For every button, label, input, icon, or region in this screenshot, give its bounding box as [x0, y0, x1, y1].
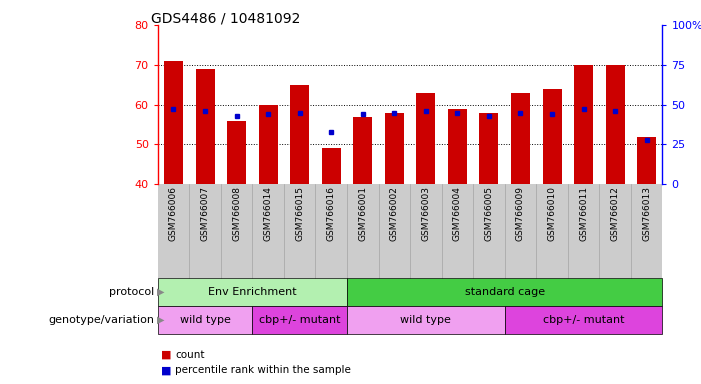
Text: GSM766009: GSM766009	[516, 186, 525, 241]
Bar	[322, 149, 341, 184]
Bar	[164, 61, 183, 184]
Bar	[479, 113, 498, 184]
Bar	[606, 65, 625, 184]
Text: ■: ■	[161, 365, 172, 375]
Text: ■: ■	[161, 350, 172, 360]
Text: GSM766016: GSM766016	[327, 186, 336, 241]
Text: GSM766011: GSM766011	[579, 186, 588, 241]
Bar	[290, 85, 309, 184]
Bar	[227, 121, 246, 184]
Text: count: count	[175, 350, 205, 360]
Text: cbp+/- mutant: cbp+/- mutant	[259, 315, 341, 325]
Text: GSM766005: GSM766005	[484, 186, 494, 241]
Bar	[543, 89, 562, 184]
Text: GSM766014: GSM766014	[264, 186, 273, 241]
Text: GSM766006: GSM766006	[169, 186, 178, 241]
Text: GSM766012: GSM766012	[611, 186, 620, 241]
Text: Env Enrichment: Env Enrichment	[208, 287, 297, 297]
Bar	[196, 69, 215, 184]
Text: GSM766007: GSM766007	[200, 186, 210, 241]
Bar	[511, 93, 530, 184]
Text: GSM766003: GSM766003	[421, 186, 430, 241]
Text: percentile rank within the sample: percentile rank within the sample	[175, 365, 351, 375]
Text: ▶: ▶	[157, 287, 165, 297]
Bar	[385, 113, 404, 184]
Text: cbp+/- mutant: cbp+/- mutant	[543, 315, 625, 325]
Text: genotype/variation: genotype/variation	[48, 315, 154, 325]
Text: ▶: ▶	[157, 315, 165, 325]
Bar	[574, 65, 593, 184]
Text: GSM766001: GSM766001	[358, 186, 367, 241]
Bar	[353, 117, 372, 184]
Text: GSM766004: GSM766004	[453, 186, 462, 241]
Text: GSM766015: GSM766015	[295, 186, 304, 241]
Text: protocol: protocol	[109, 287, 154, 297]
Bar	[448, 109, 467, 184]
Text: wild type: wild type	[179, 315, 231, 325]
Text: GSM766013: GSM766013	[642, 186, 651, 241]
Text: wild type: wild type	[400, 315, 451, 325]
Bar	[259, 104, 278, 184]
Text: GDS4486 / 10481092: GDS4486 / 10481092	[151, 12, 300, 25]
Bar	[637, 137, 656, 184]
Text: GSM766002: GSM766002	[390, 186, 399, 241]
Text: standard cage: standard cage	[465, 287, 545, 297]
Text: GSM766010: GSM766010	[547, 186, 557, 241]
Bar	[416, 93, 435, 184]
Text: GSM766008: GSM766008	[232, 186, 241, 241]
